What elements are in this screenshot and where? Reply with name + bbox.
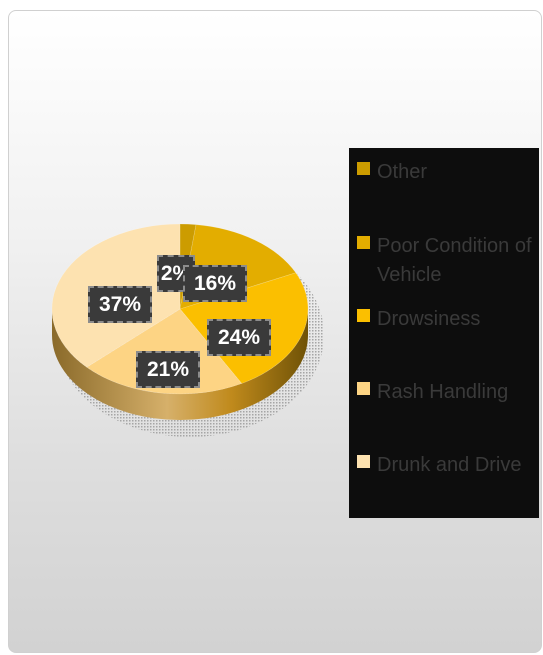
data-label-rash-handling: 21% — [136, 351, 200, 388]
pie-side — [52, 309, 308, 420]
data-label-drunk-and-drive: 37% — [88, 286, 152, 323]
data-label-drowsiness: 24% — [207, 319, 271, 356]
legend-label-drunk-and-drive: Drunk and Drive — [377, 454, 522, 476]
legend: Other Poor Condition of Vehicle Drowsine… — [349, 148, 539, 518]
legend-label-drowsiness: Drowsiness — [377, 308, 481, 330]
legend-swatch-poor-condition — [357, 236, 370, 249]
data-label-poor-condition: 16% — [183, 265, 247, 302]
legend-label-other: Other — [377, 161, 428, 183]
legend-swatch-drowsiness — [357, 309, 370, 322]
legend-label-rash-handling: Rash Handling — [377, 381, 509, 403]
legend-label-poor-condition: Poor Condition of Vehicle — [377, 235, 532, 286]
legend-swatch-drunk-and-drive — [357, 455, 370, 468]
legend-swatch-rash-handling — [357, 382, 370, 395]
legend-swatch-other — [357, 162, 370, 175]
